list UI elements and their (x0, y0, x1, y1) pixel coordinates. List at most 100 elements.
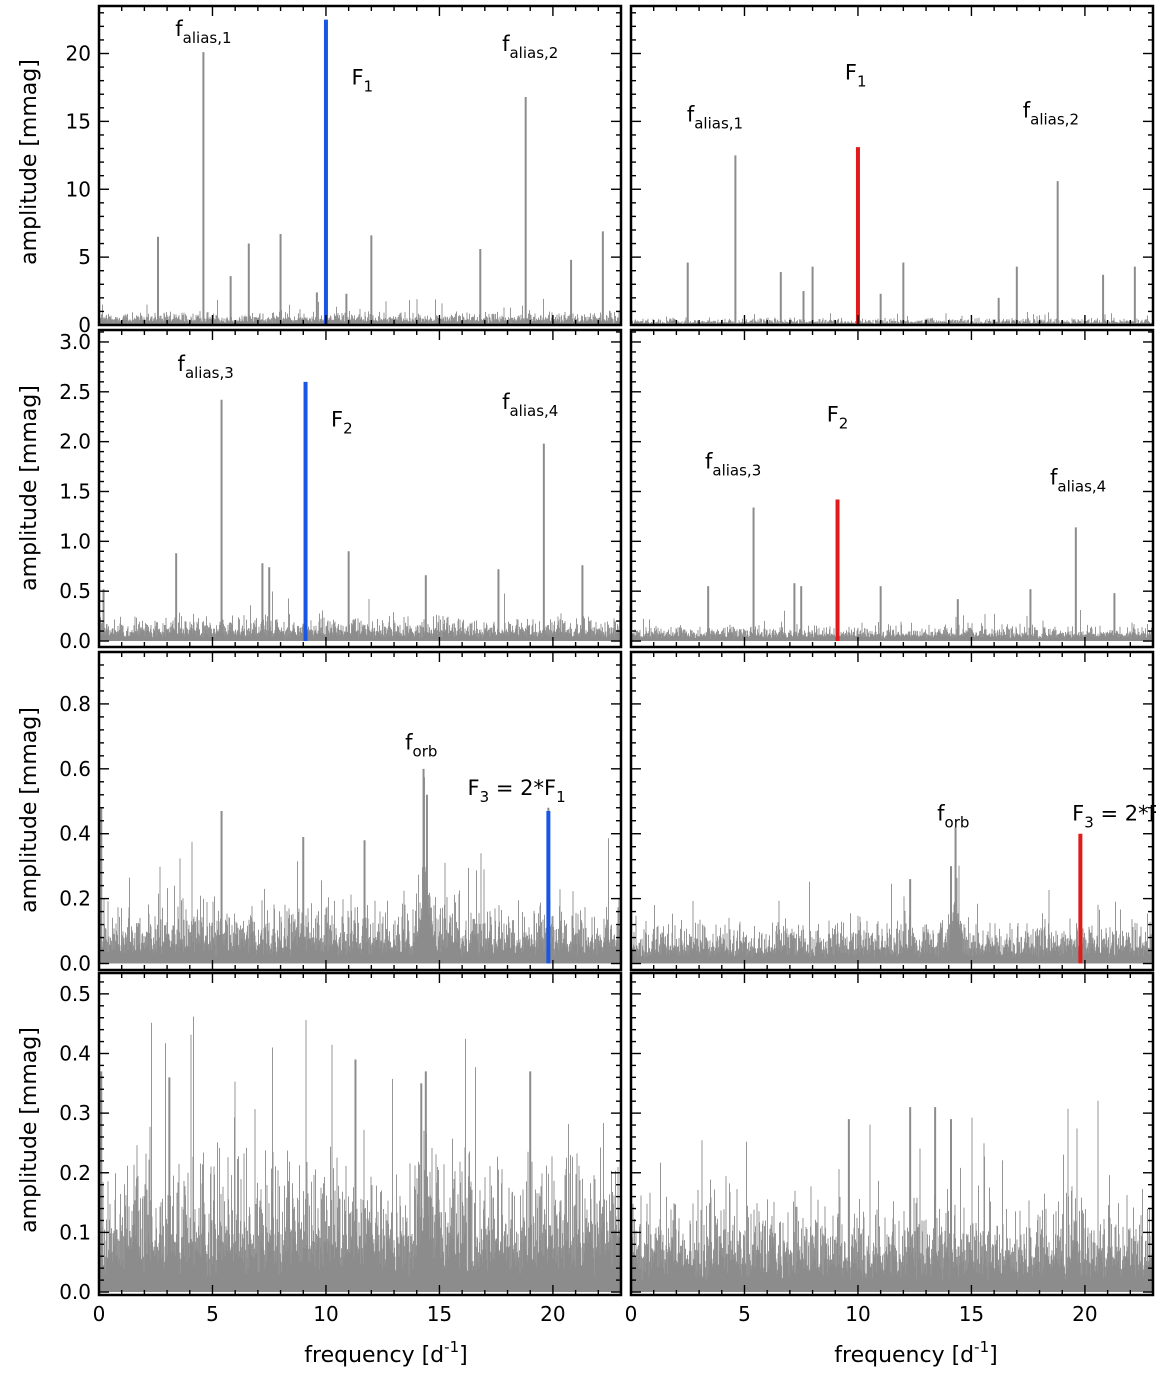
panel-r3-right: forb F3 = 2*F1 (629, 650, 1156, 972)
annotation-2: falias,2 (502, 32, 558, 62)
spectrum-noise (98, 298, 622, 325)
annotation-sub: 2 (343, 420, 353, 438)
y-axis-label-row-4: amplitude [mmag] (17, 1027, 42, 1233)
spectrum-noise (630, 312, 1154, 325)
y-tick-label: 0.4 (59, 1042, 91, 1066)
annotation-main: f (405, 730, 413, 754)
x-tick-label: 20 (1072, 1302, 1097, 1326)
y-tick-label: 2.0 (59, 430, 91, 454)
panel-r4-right: 0 5 10 15 20 (625, 971, 1155, 1326)
panel-frame (629, 4, 1155, 327)
annotation-main: f (1050, 466, 1058, 490)
x-tick-label: 10 (313, 1302, 338, 1326)
y-tick-label: 0.3 (59, 1101, 91, 1125)
panel-frame (629, 971, 1155, 1297)
annotation-sub: alias,3 (712, 462, 761, 480)
annotation-rest: = 2*F (1094, 802, 1156, 826)
x-tick-label: 15 (959, 1302, 984, 1326)
y-tick-label: 15 (66, 109, 91, 133)
annotation-sub2: 1 (556, 788, 566, 806)
annotation-main: f (502, 390, 510, 414)
y-tick-label: 0.2 (59, 887, 91, 911)
annotation-main: f (687, 102, 695, 126)
annotation-sub: orb (945, 814, 970, 832)
annotation-sub: alias,2 (509, 44, 558, 62)
annotation-0: forb (937, 802, 969, 832)
y-axis-label-row-2: amplitude [mmag] (17, 385, 42, 591)
annotation-sub: 2 (839, 415, 849, 433)
x-axis-label-left-sup: -1 (444, 1338, 459, 1356)
spectrum-noise (98, 1016, 622, 1292)
annotation-0: falias,3 (178, 352, 234, 382)
y-tick-label: 2.5 (59, 380, 91, 404)
y-tick-label: 1.5 (59, 479, 91, 503)
annotation-1: falias,1 (687, 102, 743, 132)
y-tick-label: 0.8 (59, 692, 91, 716)
annotation-1: F2 (331, 408, 353, 438)
panel-r3-left: 0.0 0.2 0.4 0.6 0.8 forb F3 = 2*F1 (59, 650, 623, 976)
annotation-main: f (175, 17, 183, 41)
annotation-main: F (827, 403, 839, 427)
annotation-rest: = 2*F (489, 776, 556, 800)
annotation-main: f (705, 450, 713, 474)
x-tick-label: 5 (738, 1302, 751, 1326)
y-tick-label: 0.4 (59, 822, 91, 846)
x-tick-label: 10 (845, 1302, 870, 1326)
spectrum-noise (630, 865, 1154, 964)
panel-frame (629, 328, 1155, 649)
annotation-sub: 1 (364, 78, 374, 96)
panel-frame (97, 4, 623, 327)
panel-frame (629, 650, 1155, 972)
y-tick-label: 0.0 (59, 629, 91, 653)
annotation-0: forb (405, 730, 437, 760)
annotation-1: falias,3 (705, 450, 761, 480)
annotation-sub: alias,1 (694, 114, 743, 132)
annotation-sub: 1 (857, 72, 867, 90)
y-tick-label: 0.1 (59, 1220, 91, 1244)
y-tick-label: 3.0 (59, 330, 91, 354)
y-tick-label: 10 (66, 177, 91, 201)
panel-grid: 05101520falias,1F1falias,2F1falias,1fali… (59, 4, 1156, 1326)
annotation-1: F1 (351, 66, 373, 96)
annotation-0: F2 (827, 403, 849, 433)
panel-frame (97, 650, 623, 972)
annotation-main: f (1023, 98, 1031, 122)
panel-r4-left: 0 5 10 15 20 0.0 0.1 0.2 0.3 0.4 0.5 (59, 971, 623, 1326)
y-tick-label: 0.5 (59, 982, 91, 1006)
y-tick-label: 0.5 (59, 579, 91, 603)
x-axis-label-right-close: ] (989, 1343, 998, 1368)
annotation-main: F (1072, 802, 1084, 826)
annotation-main: f (178, 352, 186, 376)
x-tick-label: 20 (540, 1302, 565, 1326)
annotation-sub: alias,4 (509, 402, 558, 420)
x-axis-label-left-close: ] (459, 1343, 468, 1368)
x-axis-label-right-sup: -1 (974, 1338, 989, 1356)
annotation-sub: 3 (1084, 814, 1094, 832)
spectrum-noise (98, 777, 622, 964)
x-axis-label-right: frequency [d-1] (834, 1338, 997, 1368)
x-axis-label-left: frequency [d-1] (304, 1338, 467, 1368)
y-tick-label: 0.0 (59, 1280, 91, 1304)
annotation-main: f (502, 32, 510, 56)
annotation-0: F1 (845, 60, 867, 90)
annotation-sub: orb (413, 742, 438, 760)
x-axis-label-right-text: frequency [d (834, 1343, 974, 1368)
annotation-main: F (351, 66, 363, 90)
x-tick-label: 0 (625, 1302, 638, 1326)
annotation-2: falias,2 (1023, 98, 1079, 128)
annotation-main: f (937, 802, 945, 826)
annotation-1: F3 = 2*F1 (1072, 802, 1156, 832)
x-tick-label: 5 (206, 1302, 219, 1326)
spectrum-noise (630, 1100, 1154, 1292)
y-tick-label: 0.2 (59, 1161, 91, 1185)
annotation-0: falias,1 (175, 17, 231, 47)
annotation-2: falias,4 (502, 390, 558, 420)
y-tick-label: 20 (66, 42, 91, 66)
panel-frame (97, 328, 623, 649)
annotation-1: F3 = 2*F1 (468, 776, 566, 806)
